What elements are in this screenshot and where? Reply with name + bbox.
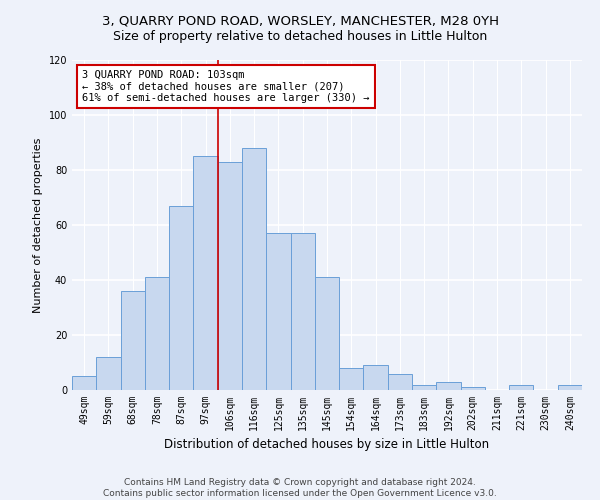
Text: Contains HM Land Registry data © Crown copyright and database right 2024.
Contai: Contains HM Land Registry data © Crown c… xyxy=(103,478,497,498)
Bar xyxy=(72,376,96,390)
Bar xyxy=(218,162,242,390)
Bar xyxy=(96,357,121,390)
Bar xyxy=(290,233,315,390)
Bar xyxy=(242,148,266,390)
Bar xyxy=(315,277,339,390)
Text: 3, QUARRY POND ROAD, WORSLEY, MANCHESTER, M28 0YH: 3, QUARRY POND ROAD, WORSLEY, MANCHESTER… xyxy=(101,15,499,28)
Bar xyxy=(388,374,412,390)
Bar xyxy=(121,291,145,390)
Bar xyxy=(509,384,533,390)
Bar xyxy=(169,206,193,390)
Bar xyxy=(266,233,290,390)
Bar xyxy=(145,277,169,390)
Text: Size of property relative to detached houses in Little Hulton: Size of property relative to detached ho… xyxy=(113,30,487,43)
Bar xyxy=(412,384,436,390)
X-axis label: Distribution of detached houses by size in Little Hulton: Distribution of detached houses by size … xyxy=(164,438,490,452)
Bar xyxy=(461,387,485,390)
Bar xyxy=(558,384,582,390)
Bar xyxy=(193,156,218,390)
Text: 3 QUARRY POND ROAD: 103sqm
← 38% of detached houses are smaller (207)
61% of sem: 3 QUARRY POND ROAD: 103sqm ← 38% of deta… xyxy=(82,70,370,103)
Bar xyxy=(339,368,364,390)
Bar xyxy=(364,365,388,390)
Y-axis label: Number of detached properties: Number of detached properties xyxy=(33,138,43,312)
Bar xyxy=(436,382,461,390)
